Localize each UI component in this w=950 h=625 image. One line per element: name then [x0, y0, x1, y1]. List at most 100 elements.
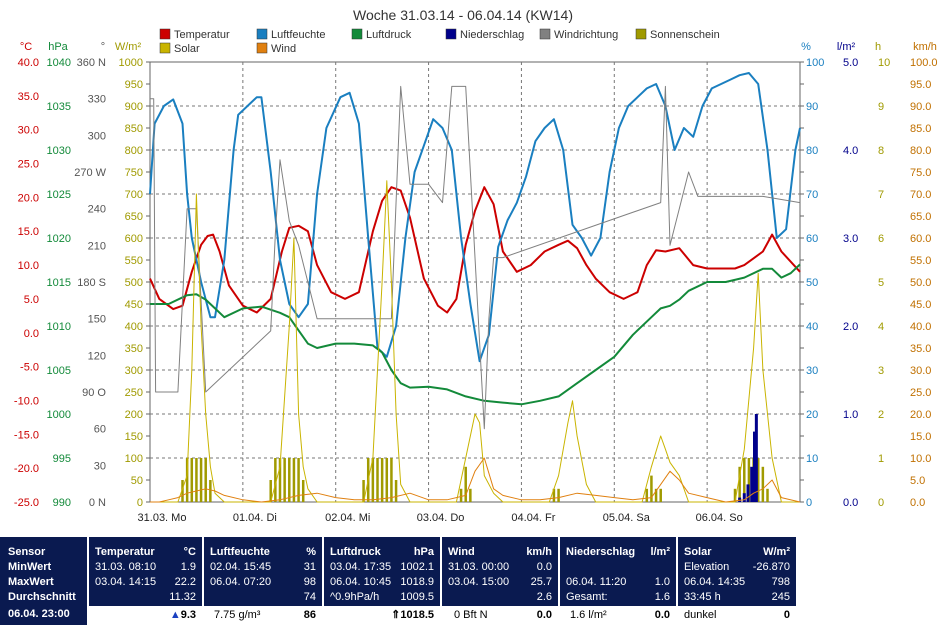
- right-axis-tick-0-5: 50: [806, 277, 818, 289]
- left-axis-tick-0-0: 40.0: [18, 57, 39, 69]
- temp-min-time: 31.03. 08:10: [95, 561, 157, 573]
- right-axis-tick-2-2: 8: [878, 145, 884, 157]
- legend-swatch-4: [539, 28, 551, 40]
- bar-sonnenschein-31: [659, 488, 662, 502]
- left-axis-tick-3-17: 150: [125, 431, 143, 443]
- x-label-0: 31.03. Mo: [138, 512, 187, 524]
- left-axis-tick-3-18: 100: [125, 453, 143, 465]
- solar-duration: 33:45 h: [684, 591, 721, 603]
- right-axis-tick-2-9: 1: [878, 453, 884, 465]
- left-axis-tick-0-4: 20.0: [18, 192, 39, 204]
- right-axis-tick-3-2: 90.0: [910, 101, 931, 113]
- temp-avg: 11.32: [169, 591, 196, 603]
- right-axis-tick-1-0: 5.0: [843, 57, 858, 69]
- left-axis-tick-1-4: 1020: [47, 233, 71, 245]
- left-axis-tick-0-13: -25.0: [14, 497, 39, 509]
- right-axis-tick-3-20: 0.0: [910, 497, 925, 509]
- left-axis-tick-1-0: 1040: [47, 57, 71, 69]
- series-line-luftdruck: [150, 263, 801, 406]
- legend-label-1: Luftfeuchte: [271, 29, 325, 41]
- temp-current: ▲9.3: [89, 606, 202, 625]
- left-axis-tick-3-8: 600: [125, 233, 143, 245]
- weather-chart: Woche 31.03.14 - 06.04.14 (KW14) Tempera…: [14, 7, 938, 524]
- bar-sonnenschein-0: [181, 480, 184, 502]
- bar-niederschlag-5: [754, 414, 758, 502]
- legend-swatch-0: [159, 28, 171, 40]
- right-axis-tick-0-10: 0: [806, 497, 812, 509]
- right-axis-tick-1-3: 2.0: [843, 321, 858, 333]
- right-axis-tick-0-3: 70: [806, 189, 818, 201]
- summary-temperatur: Temperatur °C 31.03. 08:10 1.9 03.04. 14…: [89, 537, 202, 625]
- bar-sonnenschein-5: [204, 458, 207, 502]
- left-axis-tick-2-8: 120: [88, 350, 106, 362]
- legend-label-2: Luftdruck: [366, 29, 412, 41]
- bar-sonnenschein-4: [199, 458, 203, 502]
- solar-state: dunkel: [684, 609, 717, 621]
- bar-niederschlag-1: [742, 493, 746, 502]
- left-axis-tick-3-16: 200: [125, 409, 143, 421]
- left-axis-tick-2-9: 90 O: [82, 387, 106, 399]
- press-current-row: ⇑1018.5: [324, 606, 440, 625]
- temp-max: 22.2: [174, 576, 196, 588]
- left-axis-tick-0-6: 10.0: [18, 260, 39, 272]
- legend-swatch-2: [351, 28, 363, 40]
- row-label-sensor: Sensor: [8, 546, 46, 558]
- wind-current-row: 0 Bft N 0.0: [442, 606, 558, 625]
- right-axis-tick-2-1: 9: [878, 101, 884, 113]
- right-axis-tick-0-6: 40: [806, 321, 818, 333]
- series-line-wind: [150, 457, 801, 503]
- solar-elev: -26.870: [752, 561, 790, 573]
- hum-current-row: 7.75 g/m³ 86: [204, 606, 322, 625]
- summary-niederschlag: Niederschlag l/m² 06.04. 11:20 1.0 Gesam…: [560, 537, 676, 625]
- legend-label-6: Solar: [174, 43, 200, 55]
- wind-unit: km/h: [526, 546, 552, 558]
- bar-niederschlag-2: [746, 484, 750, 502]
- rain-total: 1.6: [654, 591, 670, 603]
- solar-title: Solar: [684, 546, 712, 558]
- right-axis-unit-1: l/m²: [837, 41, 856, 53]
- legend-label-5: Sonnenschein: [650, 29, 720, 41]
- right-axis-tick-0-1: 90: [806, 101, 818, 113]
- summary-label-panel: Sensor MinWert MaxWert Durchschnitt 06.0…: [0, 537, 87, 625]
- legend-swatch-1: [256, 28, 268, 40]
- left-axis-tick-2-4: 240: [88, 204, 106, 216]
- bar-sonnenschein-6: [209, 480, 212, 502]
- bar-sonnenschein-22: [394, 480, 398, 502]
- left-axis-tick-0-2: 30.0: [18, 125, 39, 137]
- x-label-4: 04.04. Fr: [511, 512, 555, 524]
- left-axis-tick-3-6: 700: [125, 189, 143, 201]
- bar-sonnenschein-21: [390, 458, 393, 502]
- right-axis-tick-3-9: 55.0: [910, 255, 931, 267]
- bar-sonnenschein-28: [645, 488, 649, 502]
- bar-sonnenschein-26: [552, 488, 556, 502]
- bar-sonnenschein-10: [283, 458, 286, 502]
- right-axis-tick-2-0: 10: [878, 57, 890, 69]
- solar-max: 798: [771, 576, 790, 588]
- x-label-6: 06.04. So: [696, 512, 743, 524]
- left-axis-tick-0-11: -15.0: [14, 429, 39, 441]
- right-axis-tick-3-17: 15.0: [910, 431, 931, 443]
- right-axis-tick-0-8: 20: [806, 409, 818, 421]
- right-axis-tick-3-4: 80.0: [910, 145, 931, 157]
- right-axis-tick-3-10: 50.0: [910, 277, 931, 289]
- press-title: Luftdruck: [330, 546, 381, 558]
- bar-sonnenschein-25: [469, 488, 472, 502]
- row-label-max: MaxWert: [8, 576, 54, 588]
- bar-sonnenschein-11: [288, 458, 291, 502]
- summary-luftfeuchte: Luftfeuchte % 02.04. 15:45 31 06.04. 07:…: [204, 537, 322, 625]
- left-axis-tick-0-8: 0.0: [24, 328, 39, 340]
- wind-max-time: 03.04. 15:00: [448, 576, 510, 588]
- left-axis-tick-0-9: -5.0: [20, 362, 39, 374]
- solar-elev-label: Elevation: [684, 561, 730, 573]
- x-axis-labels: 31.03. Mo 01.04. Di 02.04. Mi 03.04. Do 04.0…: [138, 512, 743, 524]
- bar-sonnenschein-2: [190, 458, 194, 502]
- row-label-current: 06.04. 23:00: [8, 608, 70, 620]
- chart-legend: Temperatur Luftfeuchte Luftdruck Niederschl…: [159, 28, 720, 55]
- x-label-3: 03.04. Do: [417, 512, 465, 524]
- press-avg: 1009.5: [400, 591, 434, 603]
- wind-min-time: 31.03. 00:00: [448, 561, 510, 573]
- right-axis-tick-1-4: 1.0: [843, 409, 858, 421]
- hum-min-time: 02.04. 15:45: [210, 561, 272, 573]
- series-line-luftfeuchte: [149, 72, 801, 363]
- left-axis-tick-0-3: 25.0: [18, 159, 39, 171]
